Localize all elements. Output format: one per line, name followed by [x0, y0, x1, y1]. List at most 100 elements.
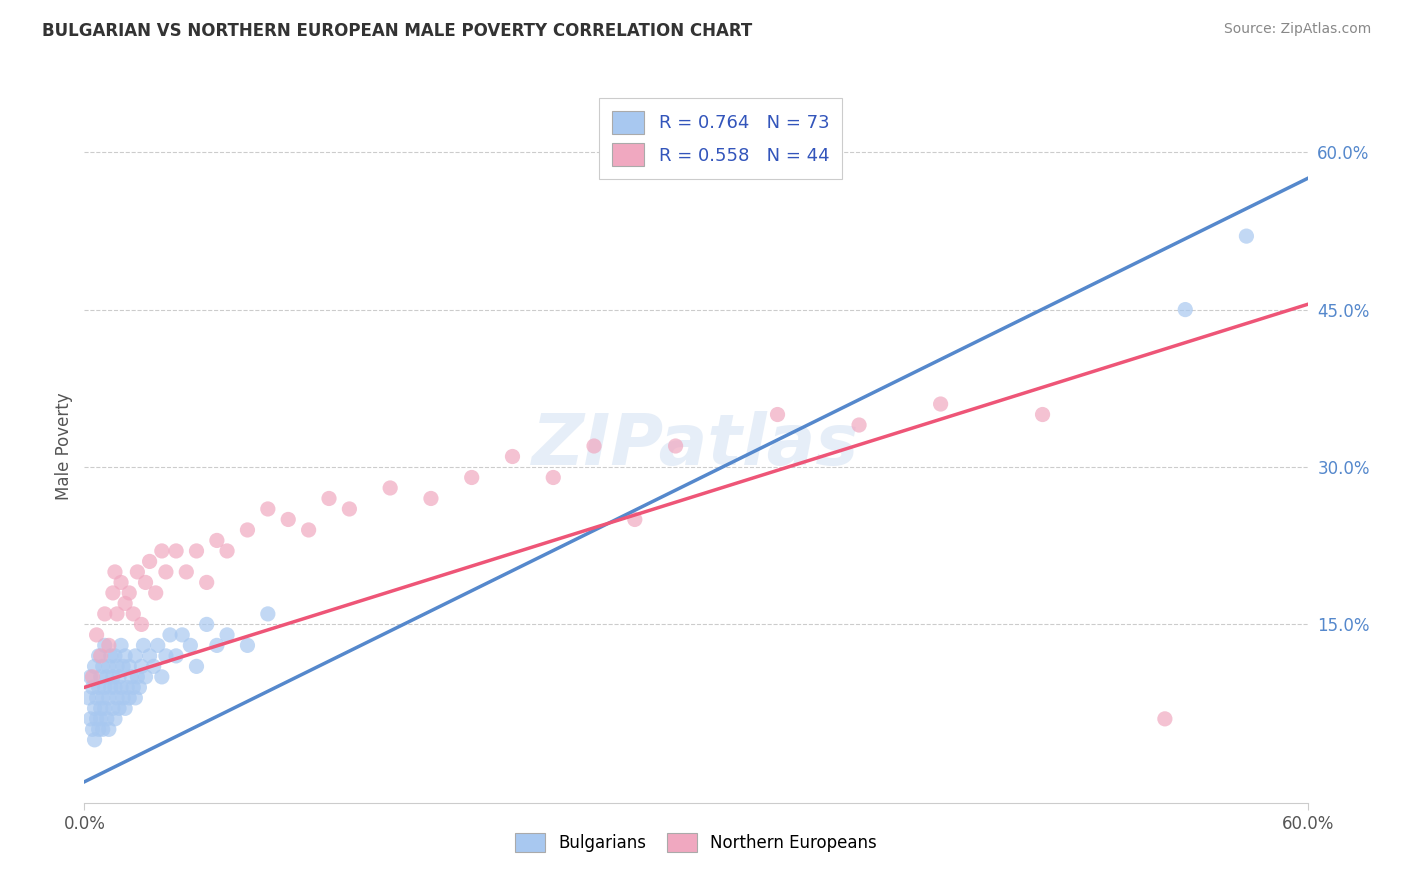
Point — [83, 732, 105, 747]
Point — [257, 502, 280, 516]
Point — [101, 701, 124, 715]
Point — [91, 659, 114, 673]
Point — [114, 701, 136, 715]
Point — [205, 533, 228, 548]
Point — [146, 639, 169, 653]
Point — [172, 628, 194, 642]
Point — [91, 723, 114, 737]
Point — [93, 639, 115, 653]
Point — [624, 512, 647, 526]
Point — [79, 712, 101, 726]
Point — [665, 439, 688, 453]
Point — [128, 681, 150, 695]
Point — [100, 681, 122, 695]
Point — [112, 659, 135, 673]
Point — [97, 639, 120, 653]
Point — [82, 681, 104, 695]
Point — [104, 712, 127, 726]
Point — [165, 544, 187, 558]
Legend: Bulgarians, Northern Europeans: Bulgarians, Northern Europeans — [509, 826, 883, 859]
Point — [124, 690, 146, 705]
Point — [1032, 408, 1054, 422]
Point — [93, 701, 115, 715]
Point — [131, 617, 153, 632]
Point — [420, 491, 443, 506]
Point — [205, 639, 228, 653]
Point — [108, 670, 131, 684]
Point — [90, 670, 112, 684]
Point — [114, 596, 136, 610]
Point — [104, 648, 127, 663]
Point — [929, 397, 952, 411]
Point — [138, 554, 160, 568]
Point — [135, 575, 157, 590]
Point — [257, 607, 280, 621]
Point — [127, 670, 149, 684]
Point — [155, 648, 177, 663]
Point — [114, 648, 136, 663]
Point — [122, 607, 145, 621]
Point — [132, 639, 155, 653]
Point — [131, 659, 153, 673]
Point — [86, 712, 108, 726]
Point — [217, 544, 239, 558]
Point — [100, 648, 122, 663]
Point — [122, 681, 145, 695]
Point — [298, 523, 321, 537]
Point — [502, 450, 524, 464]
Point — [124, 648, 146, 663]
Point — [150, 670, 173, 684]
Point — [766, 408, 789, 422]
Point — [186, 544, 208, 558]
Point — [155, 565, 177, 579]
Point — [86, 628, 108, 642]
Point — [91, 690, 114, 705]
Point — [115, 681, 138, 695]
Point — [105, 690, 128, 705]
Point — [142, 659, 165, 673]
Point — [110, 681, 132, 695]
Point — [93, 681, 115, 695]
Point — [848, 417, 870, 432]
Point — [165, 648, 187, 663]
Point — [112, 690, 135, 705]
Point — [236, 639, 259, 653]
Point — [96, 712, 118, 726]
Point — [120, 670, 142, 684]
Point — [101, 586, 124, 600]
Point — [101, 670, 124, 684]
Point — [79, 670, 101, 684]
Point — [110, 639, 132, 653]
Point — [179, 639, 201, 653]
Point — [90, 648, 112, 663]
Text: BULGARIAN VS NORTHERN EUROPEAN MALE POVERTY CORRELATION CHART: BULGARIAN VS NORTHERN EUROPEAN MALE POVE… — [42, 22, 752, 40]
Point — [543, 470, 565, 484]
Point — [82, 723, 104, 737]
Point — [86, 690, 108, 705]
Point — [186, 659, 208, 673]
Point — [174, 565, 197, 579]
Point — [87, 723, 110, 737]
Point — [118, 659, 141, 673]
Point — [135, 670, 157, 684]
Point — [118, 586, 141, 600]
Point — [380, 481, 402, 495]
Point — [583, 439, 606, 453]
Point — [127, 565, 149, 579]
Point — [82, 670, 104, 684]
Point — [159, 628, 181, 642]
Point — [138, 648, 160, 663]
Point — [83, 659, 105, 673]
Point — [1236, 229, 1258, 244]
Point — [318, 491, 340, 506]
Point — [461, 470, 484, 484]
Point — [87, 681, 110, 695]
Point — [150, 544, 173, 558]
Point — [97, 659, 120, 673]
Point — [93, 607, 115, 621]
Point — [339, 502, 361, 516]
Point — [277, 512, 299, 526]
Point — [1174, 302, 1197, 317]
Point — [105, 607, 128, 621]
Point — [104, 565, 127, 579]
